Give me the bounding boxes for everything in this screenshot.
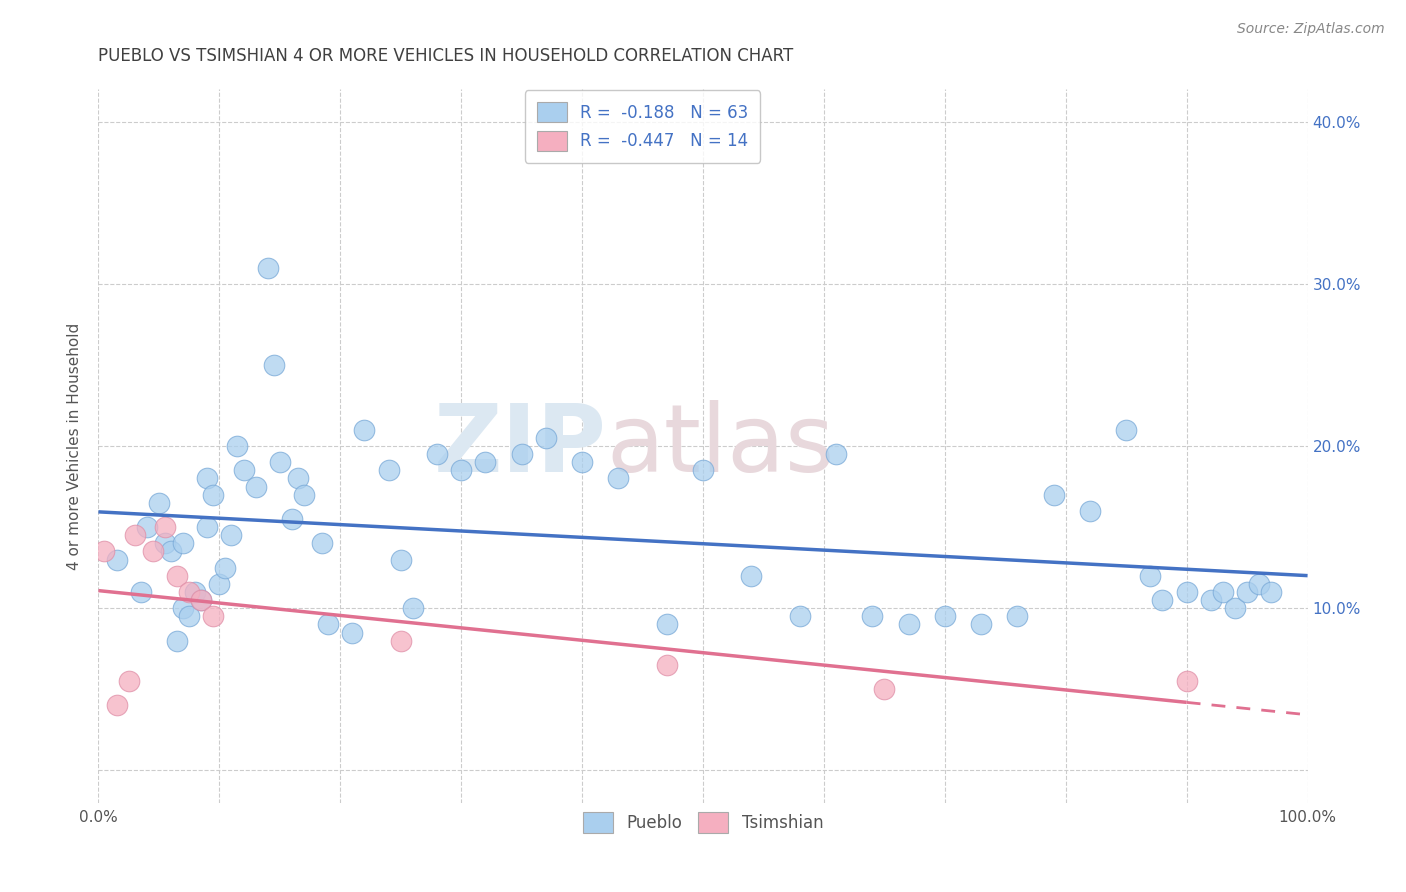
Point — [1139, 568, 1161, 582]
Point — [860, 609, 883, 624]
Legend: Pueblo, Tsimshian: Pueblo, Tsimshian — [571, 801, 835, 845]
Point — [389, 633, 412, 648]
Point — [1260, 585, 1282, 599]
Point — [148, 496, 170, 510]
Point — [377, 463, 399, 477]
Point — [934, 609, 956, 624]
Point — [172, 536, 194, 550]
Point — [166, 633, 188, 648]
Point — [1223, 601, 1246, 615]
Point — [1236, 585, 1258, 599]
Point — [353, 423, 375, 437]
Text: atlas: atlas — [606, 400, 835, 492]
Point — [118, 674, 141, 689]
Point — [1175, 674, 1198, 689]
Point — [1249, 577, 1271, 591]
Point — [195, 471, 218, 485]
Point — [190, 593, 212, 607]
Point — [166, 568, 188, 582]
Point — [316, 617, 339, 632]
Point — [292, 488, 315, 502]
Point — [124, 528, 146, 542]
Point — [740, 568, 762, 582]
Point — [311, 536, 333, 550]
Point — [389, 552, 412, 566]
Point — [1175, 585, 1198, 599]
Point — [571, 455, 593, 469]
Point — [970, 617, 993, 632]
Point — [172, 601, 194, 615]
Point — [256, 260, 278, 275]
Point — [160, 544, 183, 558]
Point — [135, 520, 157, 534]
Point — [1115, 423, 1137, 437]
Point — [184, 585, 207, 599]
Point — [232, 463, 254, 477]
Point — [269, 455, 291, 469]
Point — [129, 585, 152, 599]
Point — [93, 544, 115, 558]
Point — [825, 447, 848, 461]
Point — [655, 617, 678, 632]
Point — [226, 439, 249, 453]
Point — [897, 617, 920, 632]
Point — [655, 657, 678, 672]
Point — [190, 593, 212, 607]
Point — [402, 601, 425, 615]
Point — [1199, 593, 1222, 607]
Point — [1007, 609, 1029, 624]
Point — [450, 463, 472, 477]
Point — [474, 455, 496, 469]
Point — [873, 682, 896, 697]
Text: ZIP: ZIP — [433, 400, 606, 492]
Point — [208, 577, 231, 591]
Point — [202, 609, 225, 624]
Point — [692, 463, 714, 477]
Point — [607, 471, 630, 485]
Point — [1042, 488, 1064, 502]
Point — [1152, 593, 1174, 607]
Point — [534, 431, 557, 445]
Point — [263, 358, 285, 372]
Point — [195, 520, 218, 534]
Point — [287, 471, 309, 485]
Point — [105, 698, 128, 713]
Point — [510, 447, 533, 461]
Point — [202, 488, 225, 502]
Point — [153, 520, 176, 534]
Y-axis label: 4 or more Vehicles in Household: 4 or more Vehicles in Household — [67, 322, 83, 570]
Point — [789, 609, 811, 624]
Point — [281, 512, 304, 526]
Text: Source: ZipAtlas.com: Source: ZipAtlas.com — [1237, 22, 1385, 37]
Point — [105, 552, 128, 566]
Point — [221, 528, 243, 542]
Point — [214, 560, 236, 574]
Point — [1212, 585, 1234, 599]
Point — [342, 625, 364, 640]
Point — [426, 447, 449, 461]
Point — [179, 585, 201, 599]
Point — [179, 609, 201, 624]
Point — [1078, 504, 1101, 518]
Point — [142, 544, 165, 558]
Point — [153, 536, 176, 550]
Point — [245, 479, 267, 493]
Text: PUEBLO VS TSIMSHIAN 4 OR MORE VEHICLES IN HOUSEHOLD CORRELATION CHART: PUEBLO VS TSIMSHIAN 4 OR MORE VEHICLES I… — [98, 47, 793, 65]
